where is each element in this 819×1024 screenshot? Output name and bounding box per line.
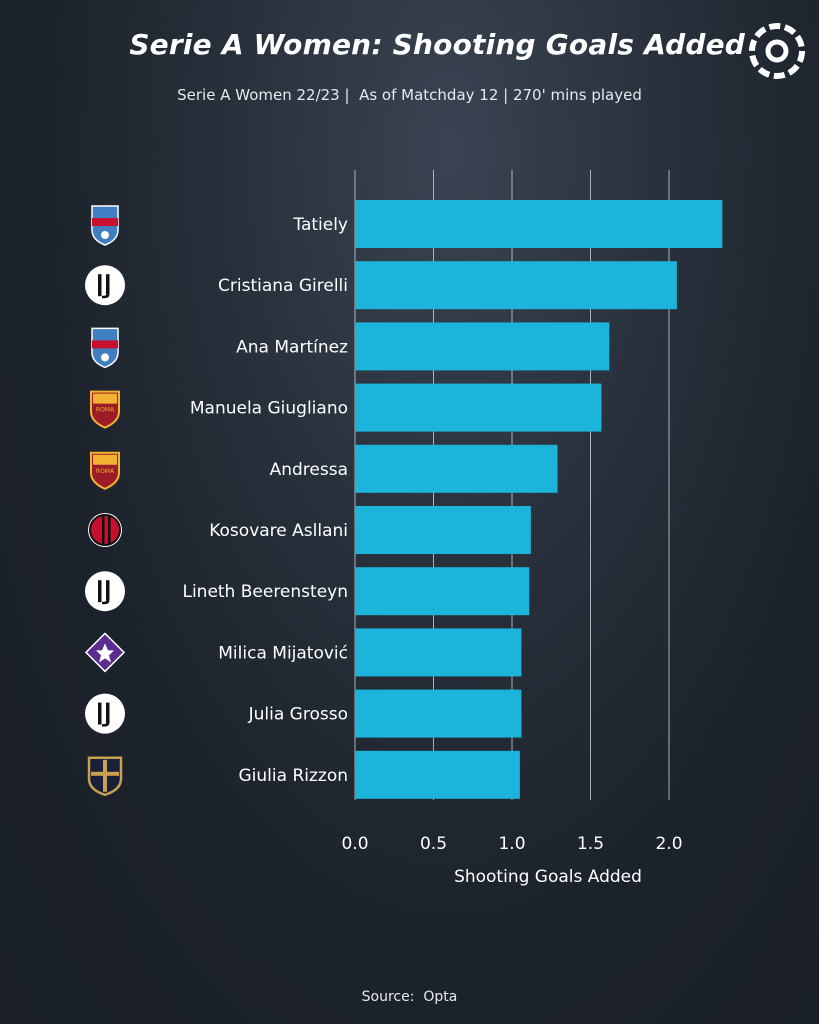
y-tick-label: Milica Mijatović [218,643,348,663]
y-tick-label: Tatiely [292,215,348,235]
roma-badge-icon: ROMA [90,451,120,490]
bar [355,506,531,554]
svg-text:ROMA: ROMA [96,468,115,475]
juventus-badge-icon [85,693,125,734]
y-tick-label: Giulia Rizzon [239,766,349,786]
pomigliano-badge-icon [91,205,119,246]
y-tick-label: Ana Martínez [236,337,348,357]
juventus-badge-icon [85,571,125,612]
x-tick-label: 0.5 [420,834,447,854]
x-tick-label: 1.5 [577,834,604,854]
bar [355,628,522,677]
chart-title: Serie A Women: Shooting Goals Added [129,28,745,61]
fiorentina-badge-icon [84,632,126,673]
source-note: Source: Opta [361,989,458,1005]
opta-logo-icon [749,23,805,79]
y-tick-label: Lineth Beerensteyn [182,582,348,602]
y-tick-label: Julia Grosso [248,705,348,725]
y-tick-label: Andressa [270,460,348,480]
bar [355,567,530,616]
roma-badge-icon: ROMA [90,390,120,429]
bar [355,322,610,371]
bar [355,383,602,432]
y-tick-label: Manuela Giugliano [190,399,348,419]
x-tick-label: 1.0 [498,834,525,854]
milan-badge-icon [88,513,122,547]
bar [355,200,723,248]
x-tick-label: 2.0 [655,834,682,854]
chart-subtitle: Serie A Women 22/23 | As of Matchday 12 … [177,86,642,104]
pomigliano-badge-icon [91,327,119,369]
bar [355,689,522,738]
bar [355,750,520,799]
y-tick-label: Kosovare Asllani [209,521,348,541]
x-tick-label: 0.0 [341,834,368,854]
juventus-badge-icon [85,265,125,306]
parma-badge-icon [87,756,123,797]
y-tick-label: Cristiana Girelli [218,276,348,296]
bar [355,444,558,493]
svg-text:ROMA: ROMA [96,407,115,414]
bar [355,261,677,310]
x-axis-label: Shooting Goals Added [454,867,642,887]
